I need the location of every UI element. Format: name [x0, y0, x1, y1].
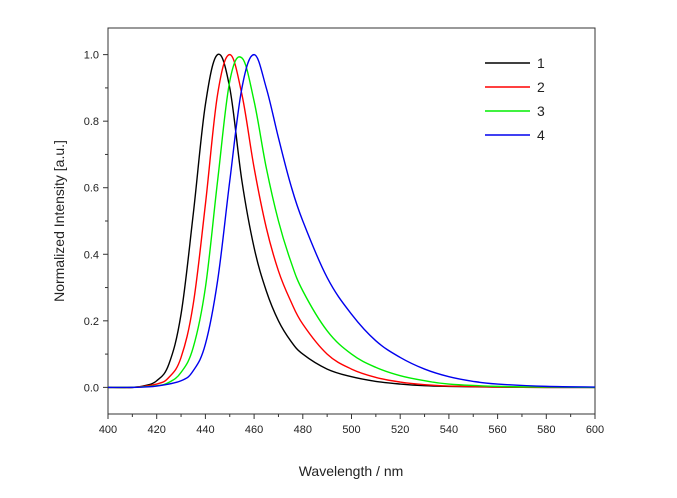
x-tick-label: 480: [294, 424, 312, 436]
y-axis-ticks: 0.0 0.2 0.4 0.6 0.8 1.0: [84, 50, 108, 394]
y-tick-label: 0.8: [84, 116, 99, 128]
x-tick-label: 560: [488, 424, 506, 436]
x-tick-label: 400: [99, 424, 117, 436]
x-tick-label: 540: [440, 424, 458, 436]
x-tick-label: 600: [586, 424, 604, 436]
x-axis-ticks: 400 420 440 460 480 500 520 540 560 580 600: [99, 414, 604, 436]
x-tick-label: 580: [537, 424, 555, 436]
series-line-1: [107, 53, 596, 389]
legend-label-2: 2: [537, 79, 545, 95]
x-axis-title: Wavelength / nm: [299, 463, 404, 479]
series-line-3: [107, 56, 596, 389]
x-tick-label: 520: [391, 424, 409, 436]
legend-label-3: 3: [537, 103, 545, 119]
legend-label-1: 1: [537, 55, 545, 71]
y-tick-label: 0.6: [84, 183, 99, 195]
y-tick-label: 1.0: [84, 50, 99, 62]
y-tick-label: 0.4: [84, 249, 99, 261]
series-line-2: [107, 53, 596, 389]
y-tick-label: 0.2: [84, 316, 99, 328]
series-line-4: [107, 53, 596, 389]
legend-label-4: 4: [537, 127, 545, 143]
x-tick-label: 460: [245, 424, 263, 436]
x-tick-label: 420: [148, 424, 166, 436]
x-tick-label: 500: [342, 424, 360, 436]
y-tick-label: 0.0: [84, 382, 99, 394]
x-tick-label: 440: [196, 424, 214, 436]
y-axis-title: Normalized Intensity [a.u.]: [51, 140, 67, 302]
legend: 1 2 3 4: [485, 55, 545, 143]
series-lines: [107, 53, 596, 389]
